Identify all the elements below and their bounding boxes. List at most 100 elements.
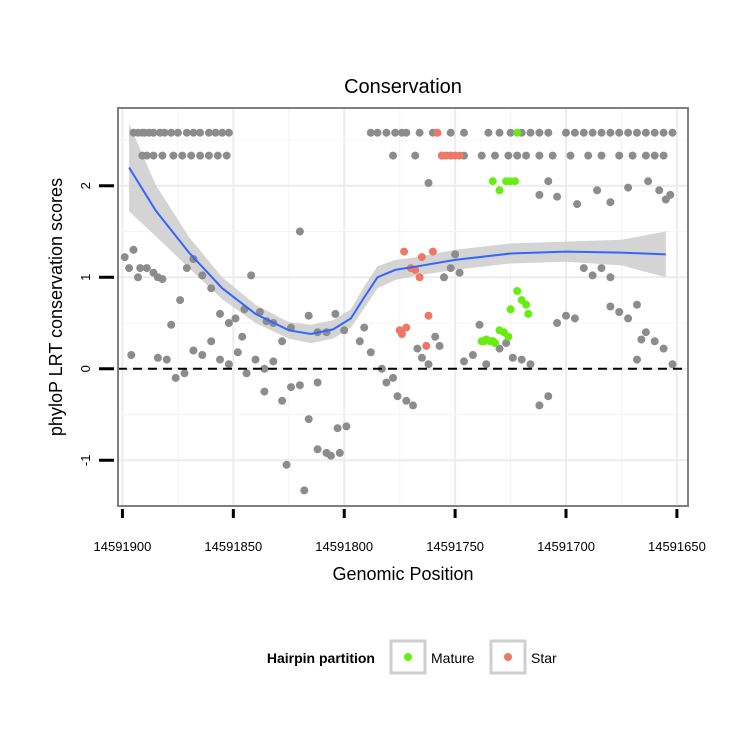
point-other (435, 341, 444, 350)
point-other (597, 151, 606, 160)
point-other (355, 337, 364, 346)
point-other (544, 177, 553, 186)
point-other (535, 128, 544, 137)
x-tick-label: 14591900 (94, 539, 152, 554)
point-other (158, 275, 167, 284)
point-other (415, 128, 424, 137)
point-other (668, 360, 677, 369)
point-other (475, 320, 484, 329)
point-mature (477, 337, 486, 346)
point-other (641, 151, 650, 160)
point-other (134, 273, 142, 282)
point-other (158, 151, 167, 160)
legend-marker-star (504, 653, 512, 661)
point-star (422, 341, 431, 350)
point-other (300, 486, 309, 495)
point-other (495, 344, 504, 353)
point-other (204, 128, 213, 137)
point-other (535, 401, 544, 410)
point-other (451, 250, 460, 259)
point-other (668, 128, 677, 137)
point-other (326, 451, 335, 460)
point-other (535, 151, 544, 160)
point-other (495, 128, 504, 137)
x-axis-title: Genomic Position (332, 564, 473, 584)
point-star (400, 247, 409, 256)
point-other (468, 351, 477, 359)
point-other (573, 200, 582, 209)
point-other (522, 151, 531, 160)
point-other (207, 284, 216, 293)
point-other (402, 396, 411, 405)
point-other (389, 373, 397, 382)
point-other (431, 332, 440, 341)
point-other (659, 344, 668, 353)
legend-marker-mature (404, 653, 412, 661)
point-other (588, 128, 597, 137)
point-other (313, 445, 322, 454)
point-other (182, 264, 191, 273)
point-other (666, 190, 675, 199)
point-other (162, 355, 171, 364)
point-other (597, 264, 606, 273)
point-other (606, 198, 615, 207)
point-other (218, 128, 227, 137)
y-tick-label: -1 (78, 455, 93, 467)
point-other (644, 177, 653, 186)
legend: Hairpin partition Mature Star (267, 639, 557, 675)
point-other (615, 151, 624, 160)
point-other (373, 128, 382, 137)
point-other (233, 348, 242, 357)
point-other (187, 151, 196, 160)
y-tick-label: 2 (78, 182, 93, 189)
point-mature (506, 305, 515, 314)
point-other (366, 348, 375, 357)
point-other (304, 415, 313, 424)
point-other (446, 264, 455, 273)
x-tick-label: 14591650 (648, 539, 706, 554)
point-other (633, 300, 641, 309)
point-other (584, 151, 593, 160)
point-other (579, 264, 588, 273)
point-other (204, 151, 213, 160)
point-mature (488, 177, 497, 186)
point-other (659, 128, 668, 137)
point-star (415, 273, 424, 282)
point-other (482, 360, 491, 369)
point-mature (511, 177, 519, 186)
point-other (579, 128, 588, 137)
point-star (424, 311, 433, 320)
legend-title: Hairpin partition (267, 650, 375, 666)
point-other (224, 319, 233, 327)
point-other (566, 151, 575, 160)
point-other (504, 151, 513, 160)
point-other (213, 151, 222, 160)
point-other (313, 378, 322, 387)
point-other (242, 369, 251, 378)
point-other (342, 422, 351, 431)
point-other (282, 460, 291, 469)
point-other (535, 190, 544, 199)
point-mature (522, 300, 531, 309)
point-other (333, 424, 342, 433)
point-other (606, 273, 615, 282)
point-mature (513, 287, 522, 295)
point-other (562, 128, 570, 137)
point-other (633, 355, 641, 364)
point-other (506, 128, 515, 137)
point-other (178, 151, 187, 160)
point-other (224, 360, 233, 369)
point-mature (495, 186, 504, 195)
point-star (417, 253, 426, 262)
plot-panel (117, 107, 689, 507)
point-other (637, 335, 646, 344)
point-other (340, 326, 349, 335)
point-other (411, 151, 420, 160)
point-mature (486, 337, 495, 346)
point-other (424, 360, 433, 369)
point-other (553, 319, 562, 327)
point-mature (524, 309, 533, 318)
point-other (331, 309, 340, 318)
panel-border (117, 107, 689, 507)
point-other (597, 128, 606, 137)
